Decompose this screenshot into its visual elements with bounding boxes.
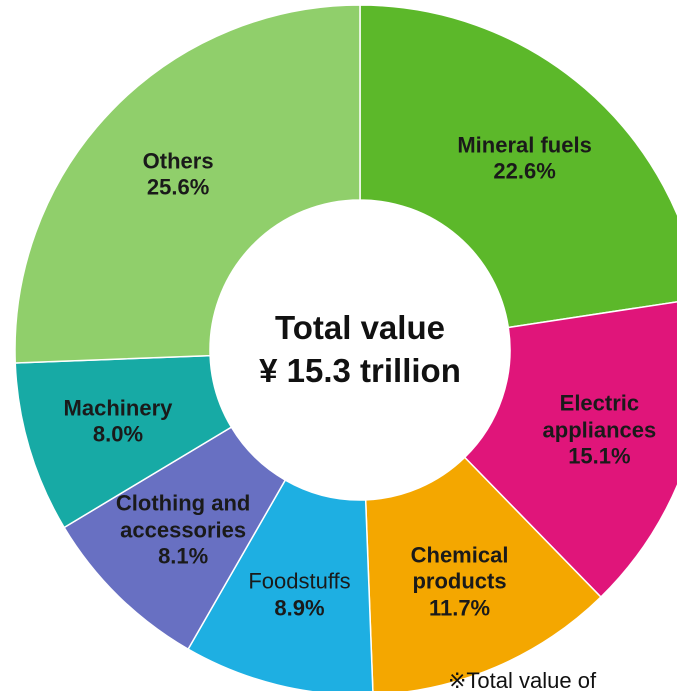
center-label: Total value ¥ 15.3 trillion: [210, 307, 510, 393]
category-label: Mineral fuels: [457, 132, 592, 158]
slice-label: Chemical products 11.7%: [365, 542, 555, 621]
value-label: 11.7%: [428, 595, 491, 621]
slice-label: Mineral fuels 22.6%: [430, 132, 620, 185]
slice-label: Electric appliances 15.1%: [504, 391, 677, 470]
category-label: Chemical products: [410, 542, 509, 594]
value-label: 22.6%: [493, 158, 556, 184]
category-label: Machinery: [63, 395, 173, 421]
donut-slice: [14, 4, 361, 364]
value-label: 15.1%: [568, 443, 631, 469]
slice-label: Others 25.6%: [83, 148, 273, 201]
category-label: Others: [142, 148, 214, 174]
value-label: 25.6%: [146, 174, 210, 200]
category-label: Electric appliances: [542, 390, 657, 443]
category-label: Foodstuffs: [248, 568, 351, 594]
donut-slice: [364, 456, 602, 691]
slice-label: Foodstuffs 8.9%: [205, 569, 395, 622]
donut-slice: [463, 301, 677, 599]
note: ※Total value of: [448, 668, 597, 691]
value-label: 8.1%: [158, 543, 209, 569]
slice-label: Machinery 8.0%: [23, 396, 213, 449]
value-label: 8.0%: [92, 421, 144, 447]
value-label: 8.9%: [274, 595, 325, 621]
donut-slice: [359, 4, 677, 329]
category-label: Clothing and accessories: [115, 490, 251, 543]
slice-label: Clothing and accessories 8.1%: [88, 491, 278, 570]
center-line: ¥ 15.3 trillion: [259, 352, 461, 389]
center-line: Total value: [275, 309, 445, 347]
